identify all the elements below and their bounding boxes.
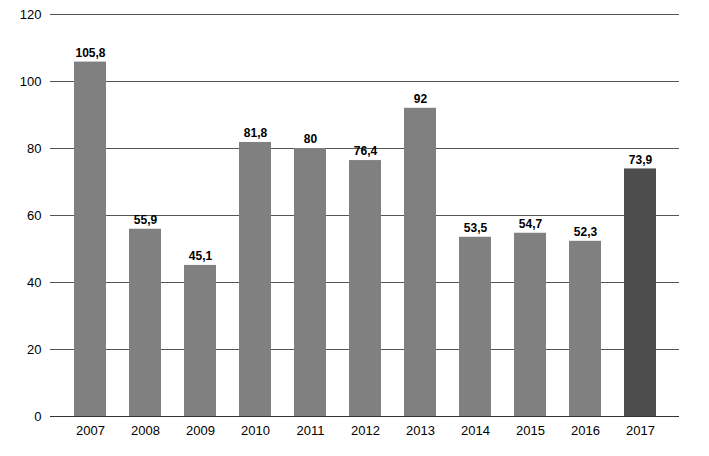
svg-text:55,9: 55,9 — [134, 213, 158, 227]
svg-text:80: 80 — [304, 132, 318, 146]
svg-text:73,9: 73,9 — [629, 153, 653, 167]
svg-text:2013: 2013 — [406, 423, 435, 438]
svg-text:2011: 2011 — [297, 423, 325, 438]
svg-text:53,5: 53,5 — [464, 221, 488, 235]
svg-text:92: 92 — [414, 92, 428, 106]
svg-text:60: 60 — [27, 208, 41, 223]
svg-text:105,8: 105,8 — [75, 46, 105, 60]
svg-text:2017: 2017 — [626, 423, 655, 438]
svg-text:100: 100 — [20, 74, 42, 89]
svg-text:45,1: 45,1 — [189, 249, 213, 263]
svg-text:80: 80 — [27, 141, 41, 156]
svg-text:2008: 2008 — [131, 423, 160, 438]
svg-text:20: 20 — [27, 342, 41, 357]
svg-text:81,8: 81,8 — [244, 126, 268, 140]
svg-text:76,4: 76,4 — [354, 144, 378, 158]
svg-text:2010: 2010 — [241, 423, 270, 438]
svg-text:0: 0 — [34, 409, 41, 424]
svg-text:120: 120 — [20, 7, 42, 22]
svg-text:2015: 2015 — [516, 423, 545, 438]
svg-text:40: 40 — [27, 275, 41, 290]
svg-text:2016: 2016 — [571, 423, 600, 438]
svg-text:54,7: 54,7 — [519, 217, 543, 231]
svg-text:52,3: 52,3 — [574, 225, 598, 239]
svg-text:2014: 2014 — [461, 423, 490, 438]
svg-text:2007: 2007 — [76, 423, 105, 438]
svg-text:2012: 2012 — [351, 423, 380, 438]
svg-text:2009: 2009 — [186, 423, 215, 438]
